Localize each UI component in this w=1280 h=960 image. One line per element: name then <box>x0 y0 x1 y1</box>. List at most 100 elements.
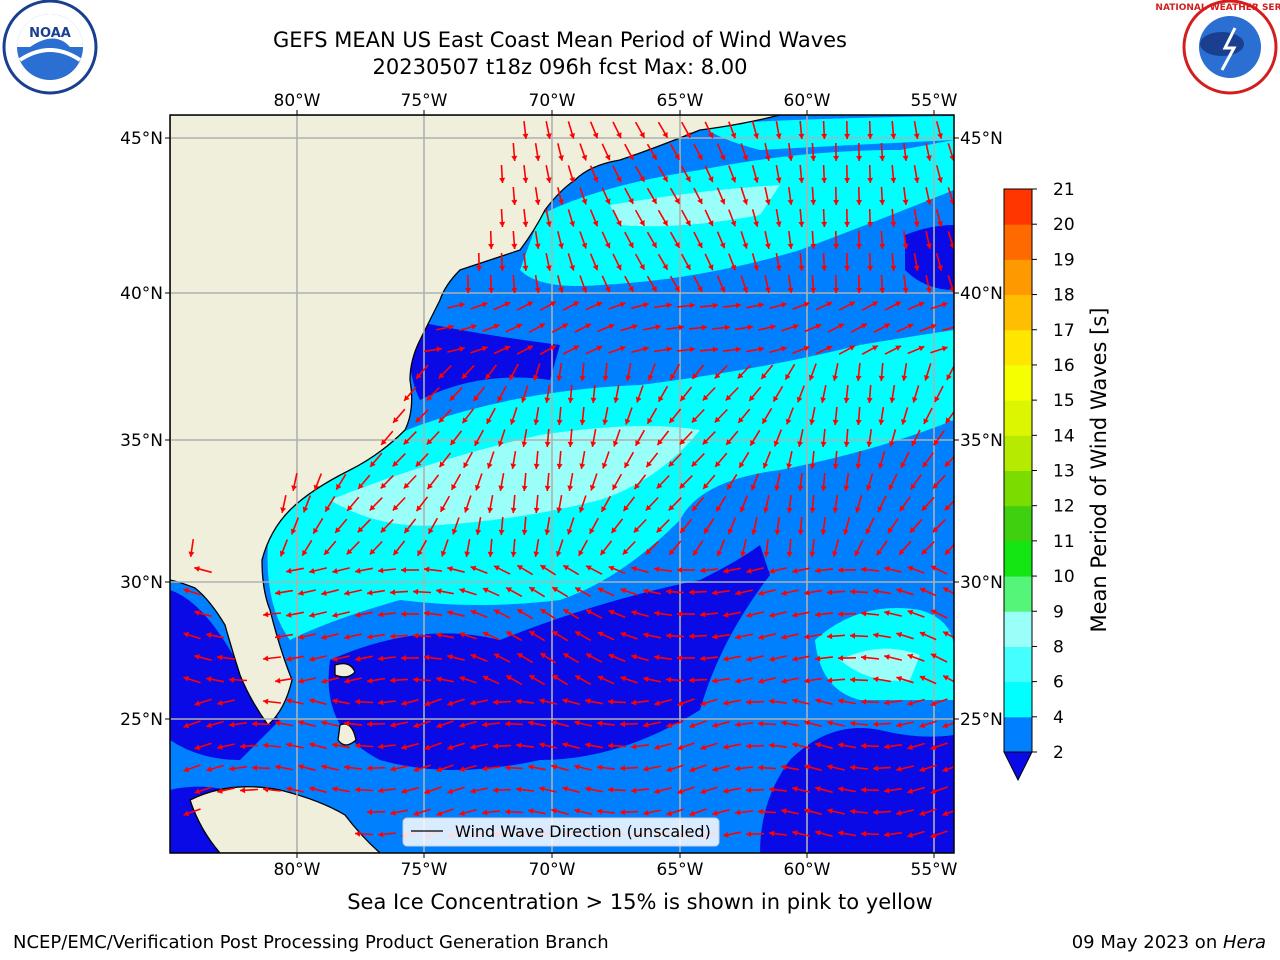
wind-wave-arrowhead <box>539 323 545 329</box>
wind-wave-arrowhead <box>332 786 338 793</box>
wind-wave-arrowhead <box>628 198 634 204</box>
wind-wave-arrowhead <box>797 441 804 447</box>
wind-wave-arrowhead <box>424 610 430 617</box>
wind-wave-arrowhead <box>347 505 353 511</box>
wind-wave-arrowhead <box>758 590 764 596</box>
wind-wave-arrowhead <box>746 612 752 618</box>
colorbar-tick-label: 9 <box>1053 602 1064 622</box>
wind-wave-arrowhead <box>510 463 517 469</box>
wind-wave-arrowhead <box>194 610 200 616</box>
map-area <box>170 115 971 853</box>
wind-wave-arrowhead <box>436 346 442 353</box>
wind-wave-arrowhead <box>596 301 603 308</box>
lon-label: 55°W <box>911 91 958 111</box>
wind-wave-arrowhead <box>206 676 212 683</box>
wind-wave-arrowhead <box>415 460 422 467</box>
wind-wave-arrowhead <box>380 482 387 489</box>
wind-wave-arrowhead <box>581 286 588 293</box>
wind-wave-arrowhead <box>692 373 698 379</box>
wind-wave-arrowhead <box>810 243 817 249</box>
wind-wave-arrowhead <box>832 551 838 557</box>
wind-wave-arrowhead <box>597 720 603 727</box>
wind-wave-arrowhead <box>302 549 308 556</box>
wind-wave-arrowhead <box>715 461 721 467</box>
wind-wave-arrowhead <box>934 396 940 402</box>
wind-wave-arrowhead <box>827 633 833 640</box>
colorbar-tick-label: 14 <box>1053 426 1075 446</box>
wind-wave-arrowhead <box>510 551 517 557</box>
wind-wave-arrowhead <box>563 609 570 615</box>
wind-wave-arrowhead <box>522 265 529 271</box>
wind-wave-arrowhead <box>797 529 804 535</box>
wind-wave-arrowhead <box>965 346 971 352</box>
wind-wave-arrowhead <box>229 721 235 728</box>
wind-wave-arrowhead <box>944 504 951 511</box>
wind-wave-arrowhead <box>786 507 793 513</box>
wind-wave-arrowhead <box>708 264 714 271</box>
wind-wave-arrowhead <box>476 265 483 271</box>
wind-wave-arrowhead <box>844 177 851 183</box>
wind-wave-arrowhead <box>884 654 890 660</box>
land <box>170 115 781 853</box>
wind-wave-arrowhead <box>872 301 878 307</box>
wind-wave-arrowhead <box>758 302 764 309</box>
wind-wave-arrowhead <box>662 132 668 138</box>
wind-wave-arrowhead <box>730 132 737 139</box>
wind-wave-arrowhead <box>263 655 269 662</box>
wind-wave-arrowhead <box>739 506 746 513</box>
wind-wave-arrowhead <box>884 699 890 706</box>
wind-wave-arrowhead <box>902 287 909 293</box>
wind-wave-arrowhead <box>390 677 396 684</box>
lat-label: 45°N <box>120 129 163 149</box>
wind-wave-arrowhead <box>494 609 500 615</box>
wind-wave-arrowhead <box>654 700 660 706</box>
wind-wave-arrowhead <box>712 302 718 309</box>
wind-wave-arrowhead <box>827 720 833 726</box>
wind-wave-arrowhead <box>954 324 960 330</box>
wind-wave-arrowhead <box>447 788 454 795</box>
wind-wave-arrowhead <box>809 419 816 425</box>
wind-wave-arrowhead <box>183 587 190 594</box>
wind-wave-arrowhead <box>506 675 512 681</box>
wind-wave-arrowhead <box>635 440 641 446</box>
wind-wave-arrowhead <box>735 302 741 309</box>
wind-wave-arrowhead <box>855 375 862 381</box>
map-legend: Wind Wave Direction (unscaled) <box>402 817 720 847</box>
wind-wave-arrowhead <box>459 587 466 594</box>
wind-wave-arrowhead <box>509 418 516 425</box>
wind-wave-arrowhead <box>438 416 445 423</box>
wind-wave-arrowhead <box>647 418 653 424</box>
wind-wave-arrowhead <box>925 243 932 249</box>
wind-wave-arrowhead <box>879 199 886 205</box>
lon-label: 70°W <box>529 860 576 880</box>
wind-wave-arrowhead <box>932 526 939 533</box>
wind-wave-arrowhead <box>954 565 960 570</box>
wind-wave-arrowhead <box>878 463 884 469</box>
wind-wave-arrowhead <box>826 301 833 307</box>
wind-wave-arrowhead <box>923 418 929 424</box>
wind-wave-arrowhead <box>651 286 657 292</box>
wind-wave-arrowhead <box>727 528 734 535</box>
wind-wave-arrowhead <box>961 265 967 271</box>
wind-wave-arrowhead <box>838 742 844 749</box>
wind-wave-arrowhead <box>937 177 943 183</box>
wind-wave-arrowhead <box>229 676 235 683</box>
wind-wave-arrowhead <box>494 565 500 571</box>
wind-wave-arrowhead <box>730 176 737 183</box>
wind-wave-arrowhead <box>534 199 541 205</box>
wind-wave-arrowhead <box>854 550 860 557</box>
lon-label: 65°W <box>657 91 704 111</box>
wind-wave-arrowhead <box>471 324 477 330</box>
wind-wave-arrow <box>953 703 954 706</box>
wind-wave-arrowhead <box>691 416 698 423</box>
wind-wave-arrowhead <box>540 565 547 571</box>
period-band-pale <box>330 185 920 681</box>
wind-wave-arrow <box>957 387 968 402</box>
wind-wave-arrowhead <box>820 397 827 403</box>
wind-wave-arrow <box>953 306 954 309</box>
wind-wave-arrowhead <box>856 199 863 205</box>
wind-wave-arrowhead <box>810 199 817 205</box>
wind-wave-arrowhead <box>575 631 581 637</box>
wind-wave-arrowhead <box>838 830 844 837</box>
wind-wave-arrowhead <box>890 221 897 227</box>
